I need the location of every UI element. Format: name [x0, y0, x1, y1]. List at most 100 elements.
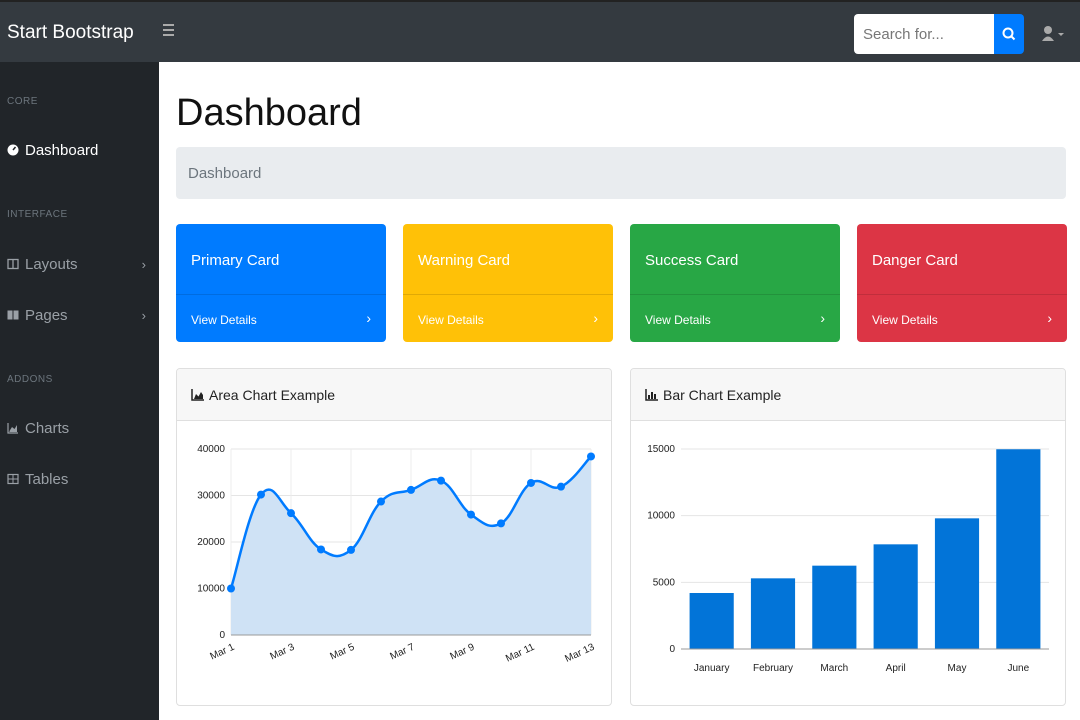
panel-title: Area Chart Example — [209, 387, 336, 403]
menu-icon[interactable] — [163, 24, 177, 38]
success-card: Success Card View Details › — [630, 224, 840, 342]
sidebar-item-dashboard[interactable]: Dashboard — [7, 138, 152, 162]
data-point — [347, 545, 355, 554]
y-tick-label: 20000 — [197, 537, 225, 548]
card-title: Success Card — [645, 252, 739, 269]
y-tick-label: 0 — [669, 644, 675, 655]
chart-icon — [7, 423, 18, 434]
y-tick-label: 15000 — [647, 444, 675, 455]
chevron-right-icon: › — [593, 310, 598, 326]
view-details-label: View Details — [645, 313, 711, 327]
data-point — [287, 509, 295, 518]
data-point — [557, 482, 565, 491]
primary-card: Primary Card View Details › — [176, 224, 386, 342]
brand-title[interactable]: Start Bootstrap — [7, 22, 134, 43]
card-title: Danger Card — [872, 252, 958, 269]
chevron-right-icon: › — [141, 308, 146, 323]
user-dropdown[interactable] — [1040, 24, 1070, 44]
panel-title: Bar Chart Example — [663, 387, 782, 403]
data-point — [587, 452, 595, 461]
sidebar: CORE Dashboard INTERFACE Layouts › Pages… — [0, 62, 159, 720]
chevron-right-icon: › — [820, 310, 825, 326]
x-tick-label: Mar 1 — [208, 642, 236, 663]
data-point — [407, 485, 415, 494]
view-details-link[interactable]: View Details › — [403, 294, 613, 342]
area-chart-icon — [191, 389, 204, 401]
view-details-link[interactable]: View Details › — [630, 294, 840, 342]
x-tick-label: Mar 7 — [388, 642, 416, 663]
search-input[interactable] — [854, 14, 994, 54]
sidebar-item-layouts[interactable]: Layouts › — [7, 252, 152, 276]
view-details-label: View Details — [872, 313, 938, 327]
y-tick-label: 10000 — [197, 584, 225, 595]
top-navbar: Start Bootstrap — [0, 0, 1080, 62]
chevron-right-icon: › — [366, 310, 371, 326]
sidebar-item-label: Charts — [25, 419, 70, 437]
bar-chart: 0 5000 10000 15000 January February March April… — [647, 444, 1049, 674]
card-title: Warning Card — [418, 252, 510, 269]
danger-card: Danger Card View Details › — [857, 224, 1067, 342]
columns-icon — [7, 258, 19, 270]
view-details-label: View Details — [191, 313, 257, 327]
data-point — [257, 490, 265, 499]
x-tick-label: April — [886, 663, 906, 674]
search-button[interactable] — [994, 14, 1024, 54]
warning-card: Warning Card View Details › — [403, 224, 613, 342]
y-tick-label: 40000 — [197, 444, 225, 455]
data-point — [467, 510, 475, 519]
area-chart: 0 10000 20000 30000 40000 Mar 1 Mar 3 Mar 5 Mar … — [197, 444, 596, 665]
x-tick-label: May — [948, 663, 967, 674]
y-tick-label: 30000 — [197, 491, 225, 502]
bar — [689, 593, 734, 649]
data-point — [497, 519, 505, 528]
x-tick-label: Mar 13 — [563, 642, 596, 665]
dashboard-icon — [7, 144, 19, 156]
sidebar-item-label: Pages — [25, 306, 68, 324]
x-tick-label: January — [694, 663, 730, 674]
data-point — [437, 476, 445, 485]
y-tick-label: 10000 — [647, 511, 675, 522]
sidebar-heading-addons: ADDONS — [7, 374, 53, 385]
sidebar-item-pages[interactable]: Pages › — [7, 303, 152, 327]
table-icon — [7, 473, 19, 485]
bar — [996, 449, 1041, 649]
bar — [812, 565, 857, 649]
x-tick-label: Mar 11 — [504, 642, 537, 665]
panel-header: Bar Chart Example — [631, 369, 1065, 421]
view-details-link[interactable]: View Details › — [857, 294, 1067, 342]
x-tick-label: Mar 5 — [328, 642, 356, 663]
data-point — [317, 545, 325, 554]
chevron-right-icon: › — [141, 257, 146, 272]
sidebar-item-label: Layouts — [25, 255, 78, 273]
main-content: Dashboard Dashboard Primary Card View De… — [159, 62, 1080, 720]
data-point — [227, 584, 235, 593]
x-tick-label: February — [753, 663, 793, 674]
breadcrumb-item: Dashboard — [188, 165, 262, 182]
sidebar-item-label: Dashboard — [25, 141, 99, 159]
bar-chart-panel: Bar Chart Example 0 5000 10000 15000 January… — [630, 368, 1066, 706]
x-tick-label: June — [1007, 663, 1029, 674]
sidebar-item-charts[interactable]: Charts — [7, 416, 152, 440]
bar-chart-icon — [645, 389, 658, 401]
book-icon — [7, 310, 19, 320]
x-tick-label: Mar 3 — [268, 642, 296, 663]
page-title: Dashboard — [176, 92, 362, 134]
user-icon — [1042, 26, 1064, 41]
y-tick-label: 5000 — [653, 577, 676, 588]
x-tick-label: March — [820, 663, 848, 674]
bar — [873, 544, 918, 649]
area-fill — [231, 456, 591, 635]
search-icon — [1002, 27, 1016, 41]
y-tick-label: 0 — [219, 630, 225, 641]
breadcrumb: Dashboard — [176, 147, 1066, 199]
view-details-link[interactable]: View Details › — [176, 294, 386, 342]
sidebar-item-tables[interactable]: Tables — [7, 467, 152, 491]
sidebar-item-label: Tables — [25, 470, 69, 488]
data-point — [527, 478, 535, 487]
area-chart-panel: Area Chart Example 0 10000 20000 30000 40000… — [176, 368, 612, 706]
bar — [934, 518, 980, 649]
view-details-label: View Details — [418, 313, 484, 327]
chevron-right-icon: › — [1047, 310, 1052, 326]
card-title: Primary Card — [191, 252, 280, 269]
data-point — [377, 497, 385, 506]
